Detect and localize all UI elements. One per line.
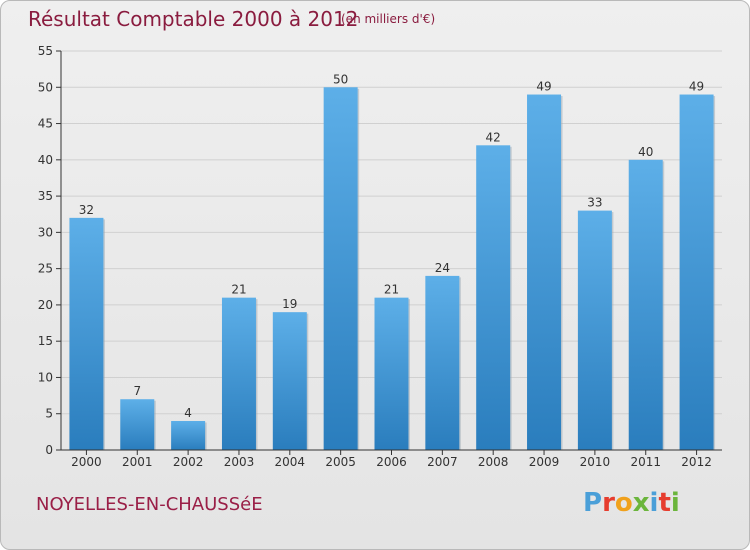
- data-label: 7: [133, 384, 141, 398]
- y-tick-label: 50: [38, 80, 53, 94]
- bar: [272, 312, 307, 450]
- bar: [476, 145, 511, 451]
- data-label: 19: [282, 297, 297, 311]
- x-tick-label: 2005: [325, 455, 356, 469]
- logo-letter: x: [632, 488, 650, 518]
- data-label: 21: [384, 283, 399, 297]
- y-tick-label: 5: [45, 407, 53, 421]
- logo-letter: i: [649, 488, 659, 518]
- location-name: NOYELLES-EN-CHAUSSéE: [36, 494, 263, 515]
- bar: [120, 399, 155, 450]
- bar: [628, 159, 663, 450]
- x-tick-label: 2009: [529, 455, 560, 469]
- y-tick-label: 40: [38, 153, 53, 167]
- data-label: 42: [486, 130, 501, 144]
- logo-letter: i: [670, 488, 680, 518]
- logo-letter: P: [583, 488, 603, 518]
- y-tick-label: 20: [38, 298, 53, 312]
- bar: [374, 297, 409, 450]
- axes: 0 5 10 15 20 25 30 35 40 45 50 55 2000 2001 2002 2003 20…: [38, 44, 722, 469]
- x-tick-label: 2012: [681, 455, 712, 469]
- bar: [69, 217, 104, 450]
- x-tick-label: 2006: [376, 455, 407, 469]
- x-tick-label: 2003: [224, 455, 255, 469]
- bars: 32 7 4 21 19 50 21 24 42 49 33 40 49: [69, 72, 716, 451]
- bar: [527, 94, 562, 450]
- bar: [323, 87, 358, 450]
- bar: [171, 420, 206, 450]
- x-tick-label: 2004: [275, 455, 306, 469]
- y-tick-label: 15: [38, 334, 53, 348]
- x-tick-label: 2011: [630, 455, 661, 469]
- proxiti-logo[interactable]: Proxiti: [583, 488, 680, 518]
- data-label: 21: [231, 283, 246, 297]
- logo-letter: o: [614, 488, 633, 518]
- data-label: 40: [638, 145, 653, 159]
- y-tick-label: 55: [38, 44, 53, 58]
- data-label: 24: [435, 261, 450, 275]
- data-label: 49: [689, 80, 704, 94]
- logo-letter: t: [658, 488, 671, 518]
- bar: [577, 210, 612, 450]
- x-tick-label: 2007: [427, 455, 458, 469]
- data-label: 50: [333, 72, 348, 86]
- data-label: 4: [184, 406, 192, 420]
- y-tick-label: 25: [38, 262, 53, 276]
- chart-subtitle: (en milliers d'€): [341, 12, 436, 26]
- data-label: 32: [79, 203, 94, 217]
- x-tick-label: 2008: [478, 455, 509, 469]
- y-tick-label: 30: [38, 225, 53, 239]
- x-tick-label: 2010: [580, 455, 611, 469]
- bar: [221, 297, 256, 450]
- y-tick-label: 0: [45, 443, 53, 457]
- data-label: 49: [536, 80, 551, 94]
- y-tick-label: 45: [38, 117, 53, 131]
- logo-letter: r: [602, 488, 615, 518]
- y-tick-label: 35: [38, 189, 53, 203]
- x-tick-label: 2001: [122, 455, 153, 469]
- chart-title: Résultat Comptable 2000 à 2012: [28, 7, 359, 31]
- bar: [679, 94, 714, 450]
- bar: [425, 275, 460, 450]
- x-tick-label: 2002: [173, 455, 204, 469]
- x-tick-label: 2000: [71, 455, 102, 469]
- y-tick-label: 10: [38, 370, 53, 384]
- data-label: 33: [587, 196, 602, 210]
